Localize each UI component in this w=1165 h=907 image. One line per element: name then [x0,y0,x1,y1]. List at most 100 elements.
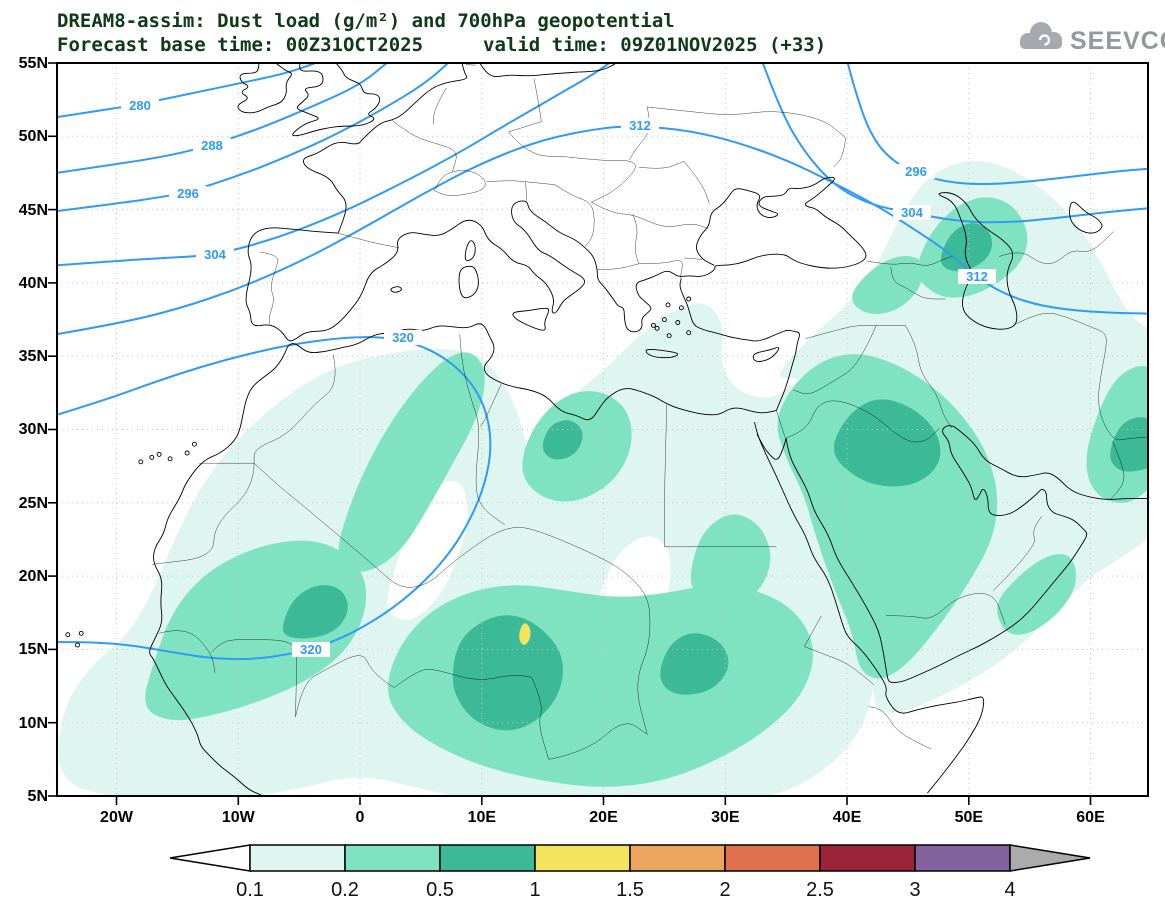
dust-fill-0.5-1 [1110,417,1148,472]
colorbar-segment [344,844,441,872]
cloud-icon [1020,22,1062,49]
country-border [459,334,506,525]
island-coastline [752,347,780,362]
geopotential-contour [57,63,319,119]
contour-label: 296 [169,186,207,201]
country-border [683,257,703,260]
dust-fill-0.5-1 [660,633,729,695]
country-border [804,646,874,685]
island-coastline [645,348,679,359]
country-border [664,404,668,547]
country-border [866,256,952,266]
lat-tick-label: 40N [19,275,48,292]
lat-tick-label: 55N [19,55,48,72]
country-border [480,384,502,427]
dust-fill-0.2-0.5 [852,256,924,314]
dust-fill-0.5-1 [452,615,563,731]
lat-tick-label: 5N [28,788,48,805]
svg-text:304: 304 [901,205,923,220]
dust-fill-0.5-1 [542,420,583,460]
contour-label: 304 [893,205,931,220]
geopotential-contour [57,63,389,174]
country-border [151,463,255,565]
chart-subtitle-validtime: valid time: 09Z01NOV2025 (+33) [483,34,826,56]
lon-tick-label: 20W [100,809,134,826]
dust-fill-gap [387,480,468,621]
country-border [531,677,549,760]
chart-title: DREAM8-assim: Dust load (g/m²) and 700hP… [57,10,675,32]
country-border [638,260,683,279]
country-border [508,121,542,133]
small-island [661,317,667,323]
y-axis-labels: 55N 50N 45N 40N 35N 30N 25N 20N 15N 10N … [19,55,48,805]
svg-text:280: 280 [129,98,151,113]
country-border [591,202,709,229]
colorbar-label: 0.2 [331,879,359,901]
country-border [793,325,877,394]
dust-fill-0.2-0.5 [777,354,998,679]
island-coastline [458,265,479,299]
country-border [628,106,650,160]
geopotential-contour [57,63,450,213]
country-border [1016,313,1148,441]
lon-tick-label: 0 [356,809,365,826]
country-border [260,251,279,324]
country-border [905,325,952,429]
small-island [75,642,80,648]
small-island [65,632,71,638]
small-island [665,302,671,308]
colorbar-segment [724,844,821,872]
colorbar-label: 3 [909,879,920,901]
country-border [508,131,566,158]
coastline [292,63,381,137]
colorbar-segment [819,844,916,872]
coastline [756,433,787,460]
colorbar-label: 2 [719,879,730,901]
logo-text: SEEVCCC [1070,27,1165,55]
country-border [632,213,640,264]
contour-label: 304 [196,247,234,262]
dust-fill-0.2-0.5 [690,514,771,604]
country-border [465,64,476,66]
colorbar-tick-labels: 0.1 0.2 0.5 1 1.5 2 2.5 3 4 [236,879,1015,901]
colorbar-segment [914,844,1011,872]
chart-subtitle-basetime: Forecast base time: 00Z31OCT2025 [57,34,423,56]
lat-tick-label: 30N [19,421,48,438]
lat-tick-label: 15N [19,641,48,658]
small-island [78,630,84,636]
small-island [686,296,692,302]
country-border [565,156,636,203]
country-border [391,120,457,172]
colorbar-under-arrow [169,844,251,872]
small-island [686,330,692,336]
country-border [295,655,395,717]
dust-fill-layer [58,160,1148,796]
svg-text:304: 304 [204,247,226,262]
svg-text:296: 296 [905,164,927,179]
contour-label: 296 [897,164,935,179]
coastline [479,63,617,78]
country-border [548,723,648,760]
country-border [597,263,639,270]
contour-label: 288 [193,138,231,153]
small-island [138,459,144,465]
small-island [650,322,656,328]
coastline [237,63,292,114]
svg-text:320: 320 [300,642,322,657]
country-border [554,184,595,247]
country-border [638,160,684,169]
small-island [675,320,681,325]
country-border [890,266,946,300]
coastline [754,422,985,794]
island-coastline [1069,201,1103,234]
geopotential-contour [57,336,492,661]
small-island [666,333,672,339]
country-border [253,354,336,464]
lat-tick-label: 25N [19,495,48,512]
coastline [245,176,867,342]
dust-fill-0.2-0.5 [997,554,1077,635]
small-island [156,451,162,457]
country-border [486,180,555,185]
svg-text:320: 320 [392,330,414,345]
